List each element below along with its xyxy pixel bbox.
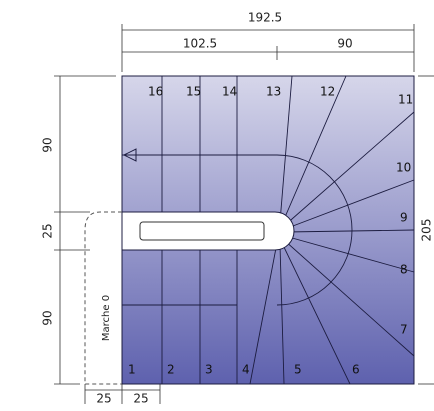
step-number: 14 bbox=[222, 85, 237, 99]
step-number: 6 bbox=[352, 363, 360, 377]
step-number: 15 bbox=[186, 85, 201, 99]
step-number: 9 bbox=[400, 211, 408, 225]
dim-label: 205 bbox=[420, 219, 434, 242]
step-number: 2 bbox=[167, 363, 175, 377]
landing-outline bbox=[84, 211, 122, 385]
dim-label: 25 bbox=[133, 392, 148, 406]
dim-label: 25 bbox=[96, 392, 111, 406]
step-number: 1 bbox=[128, 363, 136, 377]
step-number: 4 bbox=[242, 363, 250, 377]
step-number: 8 bbox=[400, 263, 408, 277]
step-number: 13 bbox=[266, 85, 281, 99]
step-number: 7 bbox=[400, 323, 408, 337]
step-number: 5 bbox=[294, 363, 302, 377]
dim-label: 90 bbox=[41, 137, 55, 152]
dim-label: 102.5 bbox=[183, 37, 217, 51]
step-number: 3 bbox=[205, 363, 213, 377]
dim-label: 90 bbox=[41, 310, 55, 325]
dim-label: 192.5 bbox=[248, 11, 282, 25]
step-number: 16 bbox=[148, 85, 163, 99]
stair-body bbox=[121, 75, 415, 385]
dim-label: 25 bbox=[41, 223, 55, 238]
dim-label: 90 bbox=[337, 37, 352, 51]
step-number: 11 bbox=[398, 93, 413, 107]
dimensions bbox=[54, 24, 434, 404]
landing-label: Marche 0 bbox=[101, 295, 112, 341]
step-number: 10 bbox=[396, 161, 411, 175]
step-number: 12 bbox=[320, 85, 335, 99]
